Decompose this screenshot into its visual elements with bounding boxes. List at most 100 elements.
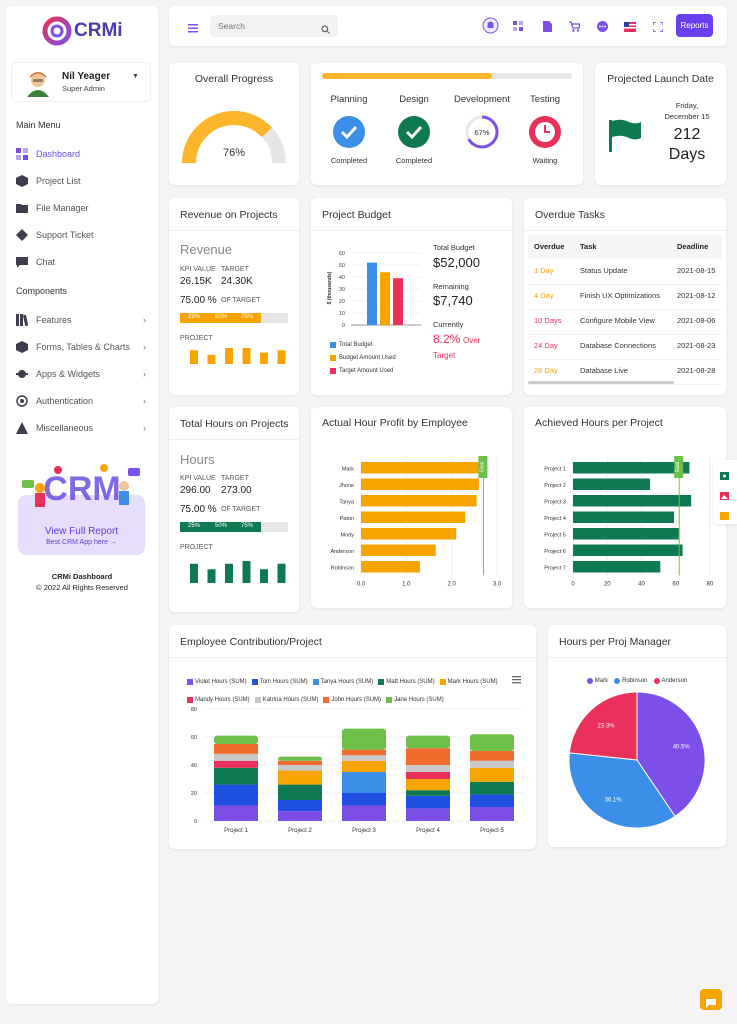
table-row[interactable]: 26 Day Database Live 2021-08-28 — [528, 360, 722, 385]
chevron-right-icon: › — [143, 342, 146, 352]
currently-label: Currently — [433, 320, 464, 329]
side-toolbar — [713, 460, 737, 524]
view-report-link[interactable]: View Full Report — [44, 526, 119, 537]
search-icon[interactable] — [321, 21, 330, 39]
chevron-down-icon[interactable]: ▼ — [132, 73, 139, 80]
y-tick-label: Project 1 — [544, 466, 566, 472]
legend-item[interactable]: Mark — [586, 678, 608, 684]
bar-segment — [214, 735, 258, 744]
revenue-sparkline — [190, 348, 286, 364]
legend-item[interactable]: Anderson — [653, 678, 687, 684]
over-label: Over — [463, 336, 481, 345]
picture-icon[interactable] — [720, 487, 729, 505]
legend-item[interactable]: Mandy Hours (SUM) — [187, 697, 250, 703]
deadline-cell: 2021-08-12 — [677, 291, 716, 300]
bell-icon[interactable] — [482, 17, 499, 34]
legend-item[interactable]: Robinson — [614, 678, 648, 684]
pie-label: 23.3% — [598, 724, 616, 730]
menu-item-chat[interactable]: Chat — [16, 256, 146, 268]
user-profile[interactable]: Nil Yeager Super Admin ▼ — [11, 62, 151, 102]
legend-swatch — [312, 679, 319, 685]
card-title: Project Budget — [322, 209, 391, 221]
pct-value: 75.00 % — [180, 295, 217, 306]
chat-bubble-icon[interactable] — [597, 19, 611, 33]
image-icon[interactable] — [720, 467, 729, 485]
menu-label: Authentication — [36, 396, 94, 406]
task-cell: Finish UX Optimizations — [580, 291, 661, 300]
pie-slice-mark — [636, 691, 706, 818]
table-row[interactable]: 24 Day Database Connections 2021-08-23 — [528, 335, 722, 360]
legend-item[interactable]: Jane Hours (SUM) — [386, 697, 444, 703]
chat-widget-button[interactable] — [700, 989, 722, 1010]
menu-item-project-list[interactable]: Project List — [16, 175, 146, 187]
x-tick-label: 0.0 — [357, 582, 366, 588]
promo-subtext[interactable]: Best CRM App here → — [46, 539, 117, 546]
fullscreen-icon[interactable] — [652, 19, 667, 33]
reports-button[interactable]: Reports — [676, 14, 713, 37]
x-tick-label: 60 — [672, 582, 679, 588]
y-tick-label: Project 3 — [544, 499, 566, 505]
kpi-label: KPI VALUE — [180, 266, 216, 273]
bar-segment — [278, 765, 322, 771]
table-row[interactable]: 4 Day Finish UX Optimizations 2021-08-12 — [528, 285, 722, 310]
bar-mark — [361, 462, 482, 474]
legend-item[interactable]: Tanya Hours (SUM) — [312, 679, 373, 685]
search-input[interactable] — [218, 19, 313, 33]
y-tick-label: Robinson — [331, 565, 354, 571]
menu-label: Forms, Tables & Charts — [36, 342, 130, 352]
y-tick-label: 50 — [339, 263, 345, 269]
cart-icon[interactable] — [569, 19, 583, 33]
menu-item-apps[interactable]: Apps & Widgets › — [16, 368, 146, 380]
legend-item[interactable]: Tom Hours (SUM) — [251, 679, 308, 685]
spark-bar — [242, 561, 251, 583]
brand-logo[interactable]: CRMi — [42, 16, 123, 46]
flag-us-icon[interactable] — [624, 19, 638, 33]
legend-swatch — [614, 678, 621, 684]
menu-item-support-ticket[interactable]: Support Ticket — [16, 229, 146, 241]
table-row[interactable]: 1 Day Status Update 2021-08-15 — [528, 260, 722, 285]
goal-label: Goal — [479, 462, 485, 473]
legend-item[interactable]: Violet Hours (SUM) — [187, 679, 247, 685]
y-tick-label: Tanya — [339, 499, 355, 505]
bar-segment — [470, 807, 514, 821]
target-label: TARGET — [221, 475, 249, 482]
bar-segment — [342, 749, 386, 756]
chevron-right-icon: › — [143, 315, 146, 325]
bar-project-1 — [573, 462, 690, 474]
legend-item[interactable]: Mark Hours (SUM) — [439, 679, 498, 685]
launch-days-unit: Days — [668, 146, 706, 163]
y-tick-label: Paton — [340, 516, 354, 522]
legend-swatch — [439, 679, 446, 685]
bar-segment — [278, 770, 322, 785]
bar-segment — [406, 790, 450, 796]
legend-item[interactable]: Matt Hours (SUM) — [378, 679, 435, 685]
pie-label: 36.1% — [605, 798, 623, 804]
budget-card: Project Budget 0 10 20 30 40 50 60 $ (thousands… — [311, 198, 512, 395]
menu-item-authentication[interactable]: Authentication › — [16, 395, 146, 407]
legend-item[interactable]: John Hours (SUM) — [323, 697, 381, 703]
chart-menu-icon[interactable] — [512, 671, 521, 689]
legend-swatch — [378, 679, 385, 685]
crm-illustration: CRM — [22, 464, 140, 508]
y-tick-label: 20 — [191, 791, 197, 797]
tick-label: 25% — [188, 314, 201, 320]
menu-item-file-manager[interactable]: File Manager — [16, 202, 146, 214]
card-title: Employee Contribution/Project — [180, 636, 322, 648]
menu-icon[interactable] — [188, 20, 198, 38]
sidebar: CRMi Nil Yeager Super Admin ▼ Main Menu … — [6, 6, 158, 1004]
horizontal-scrollbar[interactable] — [528, 381, 674, 384]
menu-item-dashboard[interactable]: Dashboard — [16, 148, 146, 160]
folder-icon[interactable] — [720, 507, 729, 525]
menu-item-features[interactable]: Features › — [16, 314, 146, 327]
menu-item-forms[interactable]: Forms, Tables & Charts › — [16, 341, 146, 353]
bar-project-3 — [573, 495, 692, 507]
document-icon[interactable] — [542, 19, 556, 33]
x-tick-label: 1.0 — [402, 582, 411, 588]
grid-icon[interactable] — [513, 19, 527, 33]
deadline-cell: 2021-08-06 — [677, 316, 716, 325]
bar-segment — [342, 805, 386, 821]
check-mark — [405, 125, 423, 140]
menu-item-miscellaneous[interactable]: Miscellaneous › — [16, 422, 146, 434]
table-row[interactable]: 10 Days Configure Mobile View 2021-08-06 — [528, 310, 722, 335]
legend-item[interactable]: Katrina Hours (SUM) — [254, 697, 318, 703]
